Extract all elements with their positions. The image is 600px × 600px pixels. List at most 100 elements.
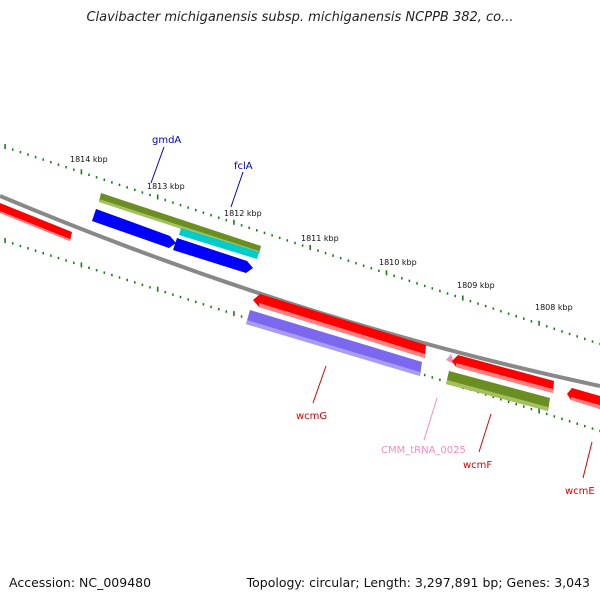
tick-dot [210,214,212,217]
tick-dot [553,327,556,330]
tick-dot [156,194,159,200]
tick-dot [134,281,136,284]
feature-red-wcmF-shade [456,363,553,393]
tick-dot [179,203,182,207]
tick-dot [50,161,52,164]
tick-dot [210,305,212,308]
gene-label-wcmG[interactable]: wcmG [296,411,327,422]
tick-dot [233,311,235,317]
tick-dot [439,289,441,293]
tick-dot [484,304,487,308]
feature-cyan-fclA[interactable] [179,228,259,259]
tick-dot [545,412,548,416]
tick-dot [271,234,273,237]
tick-dot [202,211,205,214]
tick-dot [11,242,14,245]
tick-dot [95,176,98,179]
tick-dot [27,247,29,250]
tick-dot [568,420,571,423]
tick-dot [507,312,510,315]
tick-dot [225,310,228,313]
tick-dot [492,395,495,399]
tick-dot [530,320,533,323]
tick-dot [446,292,449,295]
tick-dot [454,294,456,298]
tick-dot [65,166,67,169]
tick-dot [50,254,52,257]
tick-dot [80,262,83,268]
tick-dot [515,403,517,406]
tick-dot [500,310,502,313]
tick-dot [4,144,6,149]
tick-dot [156,286,159,292]
tick-dot [217,216,220,219]
map-title: Clavibacter michiganensis subsp. michiga… [86,10,514,25]
tick-dot [141,191,144,194]
tick-dot [339,256,342,260]
tick-dot [584,424,586,428]
tick-dot [301,244,304,247]
tick-dot [278,236,281,240]
feature-blue-gmdA[interactable] [92,209,176,248]
tick-dot [73,261,75,265]
tick-dot [347,259,350,262]
tick-dot [538,320,540,326]
tick-dot [385,270,388,276]
feature-red-wcmG-shade [259,303,425,358]
tick-dot [65,259,67,262]
tick-dot [370,267,373,270]
tick-dot [263,231,266,235]
tick-dot [134,188,136,192]
tick-dot [34,249,37,252]
tick-dot [431,376,434,379]
tick-dot [507,400,510,403]
tick-dot [4,238,6,243]
feature-red-wcmE-shade [571,397,600,409]
tick-dot [118,183,121,187]
tick-dot [362,264,365,267]
tick-dot [256,229,258,232]
tick-dot [95,269,98,272]
tick-dot [80,169,83,175]
feature-trna[interactable] [446,354,454,364]
gene-label-wcmF[interactable]: wcmF [463,460,492,471]
tick-dot [286,239,289,242]
tick-dot [126,278,128,282]
tick-dot [217,308,220,311]
tick-dot [57,163,60,166]
tick-dot [538,408,540,414]
tick-dot [576,422,578,425]
tick-dot [179,295,182,299]
tick-dot [408,279,411,283]
gene-label-gmdA[interactable]: gmdA [152,135,181,146]
tick-dot [111,181,113,184]
tick-dot [500,398,502,401]
tick-dot [225,219,228,222]
tick-dot [393,274,395,277]
tick-dot [591,340,594,343]
tick-dot [141,283,144,286]
tick-dot [240,315,243,318]
kbp-ruler: 1814 kbp 1813 kbp 1812 kbp 1811 kbp 1810… [70,155,573,312]
feature-red-left[interactable] [0,203,72,241]
tick-dot [195,300,197,304]
tick-dot [431,287,434,290]
accession-text: Accession: NC_009480 [9,575,152,590]
tick-dot [462,295,464,301]
tick-dot [332,254,334,257]
tick-dot [42,158,44,161]
gene-label-fclA[interactable]: fclA [234,161,253,172]
tick-dot [19,244,22,248]
tick-dot [523,405,525,408]
tick-dot [324,251,327,255]
tick-dot [195,208,197,212]
feature-blue-fclA[interactable] [173,238,253,273]
tick-dot [553,415,556,418]
gene-label-wcmE[interactable]: wcmE [565,486,595,497]
gene-label-trna[interactable]: CMM_tRNA_0025 [381,445,466,456]
tick-dot [355,262,357,265]
tick-dot [591,427,594,430]
tick-dot [240,224,243,227]
tick-dot [88,173,90,176]
